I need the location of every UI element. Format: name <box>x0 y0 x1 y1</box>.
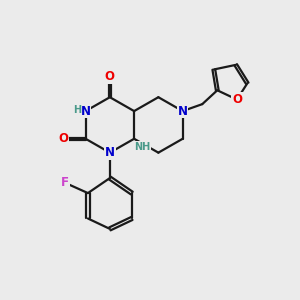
Text: N: N <box>178 105 188 118</box>
Text: O: O <box>232 93 242 106</box>
Text: F: F <box>61 176 69 189</box>
Text: N: N <box>105 146 115 159</box>
Text: NH: NH <box>134 142 150 152</box>
Text: N: N <box>81 105 91 118</box>
Text: O: O <box>105 70 115 83</box>
Text: H: H <box>73 105 81 115</box>
Text: O: O <box>59 132 69 145</box>
